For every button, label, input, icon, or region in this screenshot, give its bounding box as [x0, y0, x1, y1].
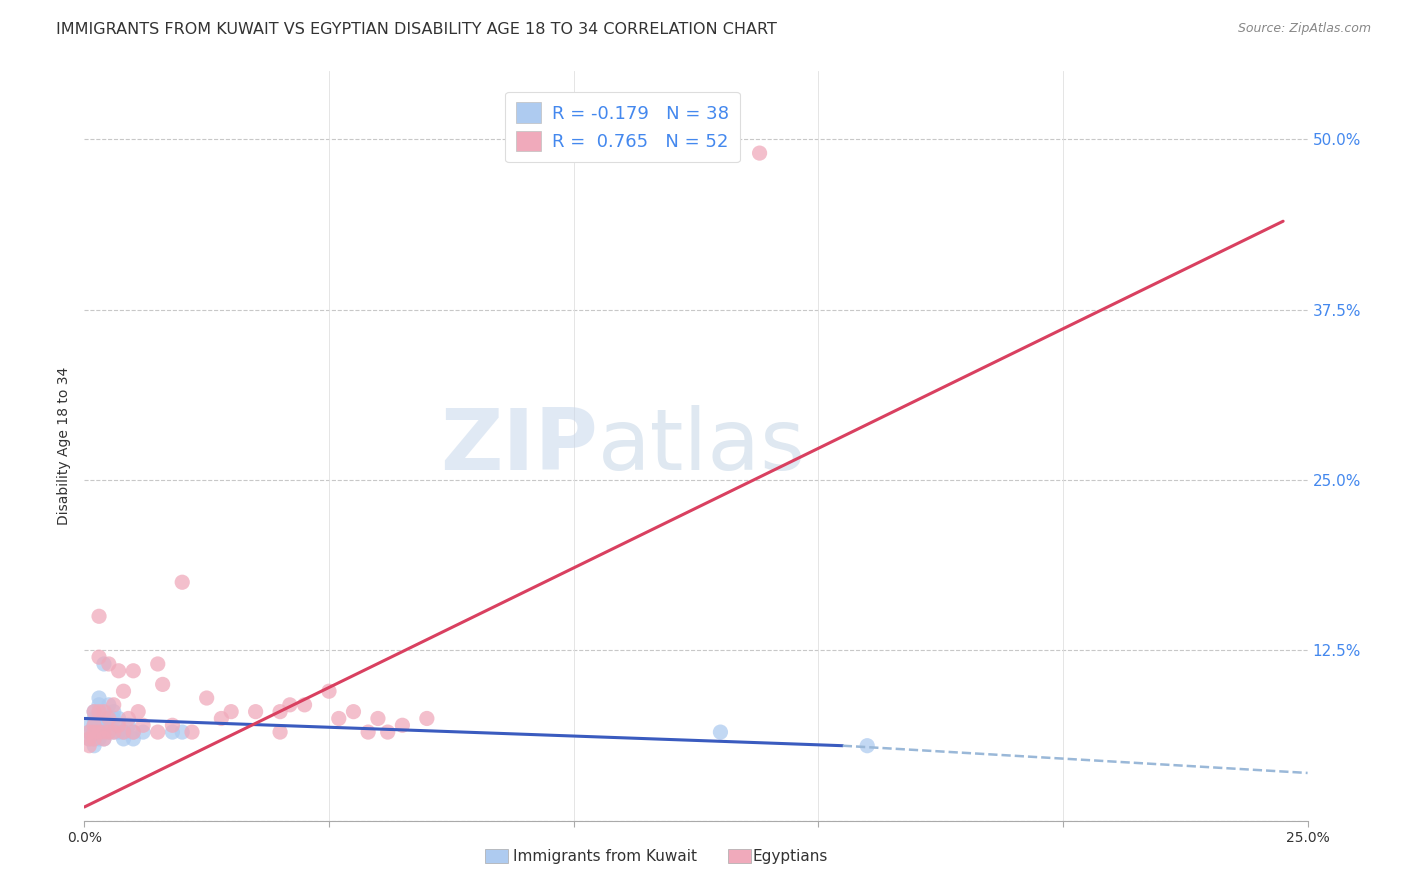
Point	[112, 725, 135, 739]
Point	[87, 731, 110, 746]
Point	[93, 731, 115, 746]
Point	[83, 725, 105, 739]
Point	[97, 657, 120, 671]
Point	[97, 725, 120, 739]
Point	[97, 698, 120, 712]
Point	[87, 705, 110, 719]
Point	[132, 718, 155, 732]
Point	[83, 705, 105, 719]
Point	[97, 725, 120, 739]
Point	[93, 718, 115, 732]
Point	[269, 725, 291, 739]
Point	[93, 725, 115, 739]
Point	[103, 698, 125, 712]
Point	[367, 711, 389, 725]
Text: atlas: atlas	[598, 404, 806, 488]
Point	[83, 705, 105, 719]
Point	[83, 739, 105, 753]
Point	[377, 725, 399, 739]
Point	[107, 725, 129, 739]
Point	[77, 731, 100, 746]
Point	[122, 725, 145, 739]
Point	[391, 718, 413, 732]
Point	[107, 718, 129, 732]
Text: ZIP: ZIP	[440, 404, 598, 488]
Point	[294, 698, 316, 712]
Point	[122, 664, 145, 678]
Point	[93, 705, 115, 719]
Point	[122, 731, 145, 746]
Point	[245, 705, 267, 719]
Point	[856, 739, 879, 753]
Point	[77, 739, 100, 753]
Point	[117, 711, 139, 725]
Point	[107, 711, 129, 725]
Point	[83, 718, 105, 732]
Point	[77, 718, 100, 732]
Text: IMMIGRANTS FROM KUWAIT VS EGYPTIAN DISABILITY AGE 18 TO 34 CORRELATION CHART: IMMIGRANTS FROM KUWAIT VS EGYPTIAN DISAB…	[56, 22, 778, 37]
Text: Egyptians: Egyptians	[752, 849, 828, 863]
Point	[83, 718, 105, 732]
Point	[152, 677, 174, 691]
Point	[278, 698, 301, 712]
Point	[342, 705, 364, 719]
Point	[87, 711, 110, 725]
Point	[107, 664, 129, 678]
Point	[77, 731, 100, 746]
Point	[117, 718, 139, 732]
Point	[77, 725, 100, 739]
Point	[132, 725, 155, 739]
Point	[83, 731, 105, 746]
Point	[93, 657, 115, 671]
Text: Source: ZipAtlas.com: Source: ZipAtlas.com	[1237, 22, 1371, 36]
Point	[87, 609, 110, 624]
Point	[209, 711, 232, 725]
Legend: R = -0.179   N = 38, R =  0.765   N = 52: R = -0.179 N = 38, R = 0.765 N = 52	[505, 92, 740, 162]
Point	[122, 725, 145, 739]
Point	[77, 725, 100, 739]
Point	[87, 650, 110, 665]
Point	[83, 711, 105, 725]
Point	[103, 705, 125, 719]
Point	[685, 146, 707, 161]
Point	[416, 711, 439, 725]
Point	[219, 705, 242, 719]
Point	[112, 684, 135, 698]
Point	[93, 725, 115, 739]
Point	[93, 711, 115, 725]
Point	[269, 705, 291, 719]
Point	[87, 718, 110, 732]
Point	[83, 731, 105, 746]
Point	[146, 725, 169, 739]
Point	[318, 684, 340, 698]
Point	[162, 725, 184, 739]
Point	[87, 698, 110, 712]
Point	[97, 711, 120, 725]
Point	[103, 711, 125, 725]
Point	[709, 725, 731, 739]
Point	[87, 725, 110, 739]
Point	[162, 718, 184, 732]
Point	[748, 146, 770, 161]
Point	[127, 705, 149, 719]
Point	[103, 725, 125, 739]
Point	[328, 711, 350, 725]
Point	[83, 725, 105, 739]
Point	[195, 691, 218, 706]
Text: Immigrants from Kuwait: Immigrants from Kuwait	[513, 849, 697, 863]
Point	[172, 575, 194, 590]
Point	[97, 718, 120, 732]
Point	[93, 731, 115, 746]
Point	[146, 657, 169, 671]
Point	[87, 725, 110, 739]
Point	[172, 725, 194, 739]
Y-axis label: Disability Age 18 to 34: Disability Age 18 to 34	[58, 367, 72, 525]
Point	[103, 725, 125, 739]
Point	[112, 725, 135, 739]
Point	[181, 725, 204, 739]
Point	[112, 731, 135, 746]
Point	[87, 691, 110, 706]
Point	[357, 725, 380, 739]
